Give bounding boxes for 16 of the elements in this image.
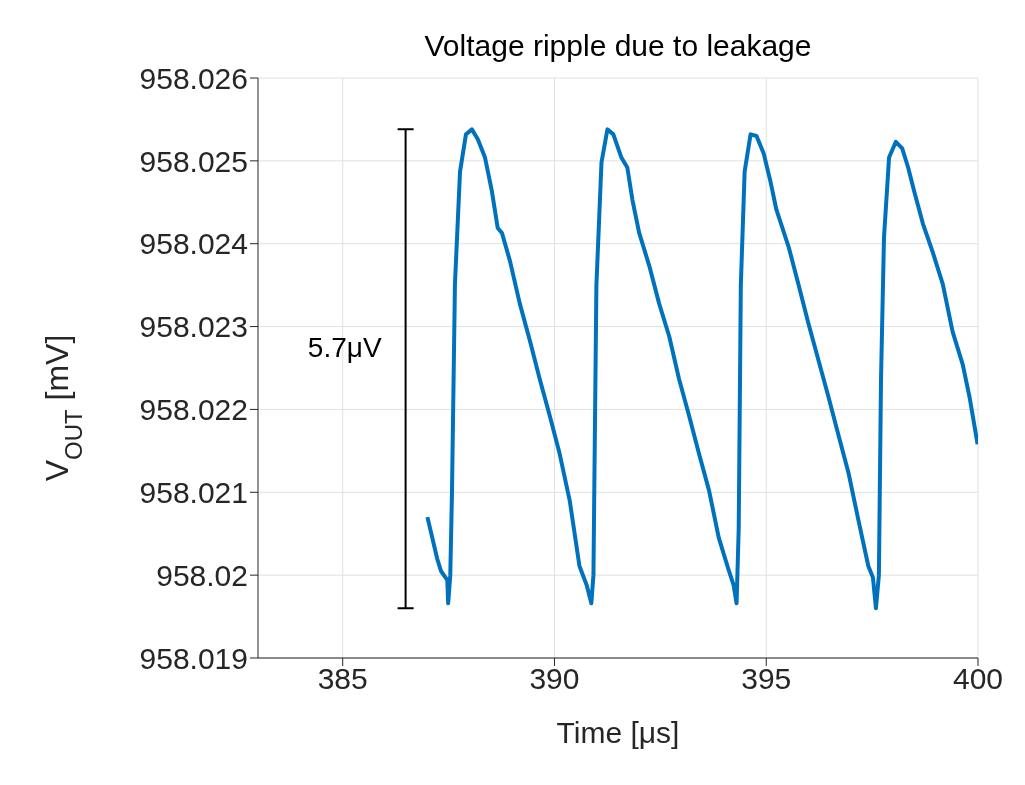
- y-tick-label: 958.019: [139, 641, 248, 675]
- line-series: [425, 127, 978, 611]
- y-tick-label: 958.025: [139, 144, 248, 178]
- y-tick-label: 958.026: [139, 61, 248, 95]
- chart-title: Voltage ripple due to leakage: [424, 29, 812, 62]
- y-tick-label: 958.024: [139, 227, 248, 261]
- x-axis-title: Time [μs]: [556, 716, 680, 749]
- y-tick-label: 958.021: [139, 475, 248, 509]
- y-tick-label: 958.022: [139, 393, 248, 427]
- x-tick-label: 390: [529, 662, 580, 696]
- annotation: 5.7μV: [307, 331, 382, 363]
- y-tick-label: 958.023: [139, 310, 248, 344]
- x-tick-label: 395: [741, 662, 792, 696]
- y-tick-label: 958.02: [156, 558, 248, 592]
- x-tick-label: 385: [317, 662, 368, 696]
- x-tick-label: 400: [952, 662, 1004, 696]
